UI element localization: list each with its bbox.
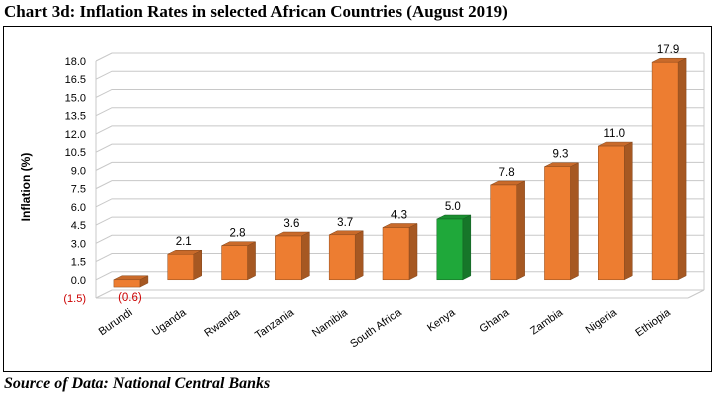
category-label: Ghana <box>477 306 512 335</box>
y-tick-label: 9.0 <box>71 165 86 177</box>
y-tick-label: 16.5 <box>65 74 86 86</box>
y-tick-label: 0.0 <box>71 275 86 287</box>
bar-front <box>275 235 302 281</box>
gridline <box>95 125 704 135</box>
y-tick-label: 6.0 <box>71 202 86 214</box>
category-label: Namibia <box>310 306 351 339</box>
chart-title: Chart 3d: Inflation Rates in selected Af… <box>4 2 508 21</box>
bar-front <box>544 166 571 281</box>
y-tick-label: (1.5) <box>63 293 86 305</box>
data-label: 3.6 <box>283 218 299 230</box>
category-label: South Africa <box>348 306 404 350</box>
bar-front <box>651 61 679 281</box>
category-label: Zambia <box>528 306 566 337</box>
bar-front <box>113 279 141 288</box>
bar-front <box>598 145 625 281</box>
data-label: 5.0 <box>445 201 461 213</box>
bar-south-africa <box>382 223 418 281</box>
y-tick-label: 4.5 <box>71 220 86 232</box>
bar-front <box>328 234 356 281</box>
gridline <box>95 289 704 299</box>
bar-burundi <box>113 275 149 288</box>
gridline <box>95 143 704 153</box>
y-tick-label: 1.5 <box>71 257 86 269</box>
bar-rwanda <box>221 241 256 281</box>
data-label: 7.8 <box>499 167 515 179</box>
bar-side <box>408 223 418 281</box>
bar-front <box>221 245 248 281</box>
category-label: Burundi <box>97 307 135 339</box>
bar-side <box>677 57 687 281</box>
bar-kenya <box>436 214 472 281</box>
y-tick-label: 10.5 <box>65 147 86 159</box>
y-tick-label: 15.0 <box>65 92 86 104</box>
bar-front <box>382 227 410 281</box>
data-label: 2.8 <box>230 228 246 240</box>
data-label: 11.0 <box>604 128 626 140</box>
gridline <box>95 88 704 98</box>
data-labels: (0.6) 2.1 2.8 3.6 3.7 4.3 5.0 7.8 9.3 11.0 17.9 <box>118 44 679 304</box>
category-labels: Burundi Uganda Rwanda Tanzania NamibiaSouth … <box>97 306 674 350</box>
bar-chart: (1.5) 0.0 1.5 3.0 4.5 6.0 7.5 9.0 10.5 12.0 13.5 15… <box>19 44 705 350</box>
category-label: Ethiopia <box>633 306 673 339</box>
chart-frame: (1.5) 0.0 1.5 3.0 4.5 6.0 7.5 9.0 10.5 12.0 13.5 15… <box>3 26 712 372</box>
source-note: Source of Data: National Central Banks <box>4 375 271 392</box>
category-label: Rwanda <box>202 306 243 339</box>
bar-side <box>624 141 633 281</box>
gridline <box>95 70 704 80</box>
data-label: 3.7 <box>337 217 353 229</box>
bar-side <box>354 230 364 281</box>
bar-side <box>570 162 579 281</box>
y-tick-label: 3.0 <box>71 238 86 250</box>
data-label: 17.9 <box>657 44 679 56</box>
gridline <box>95 107 704 117</box>
bar-ghana <box>490 180 525 281</box>
y-axis-label: Inflation (%) <box>19 153 33 222</box>
bar-front <box>490 184 517 281</box>
gridline <box>95 161 704 171</box>
category-label: Uganda <box>150 306 189 338</box>
bar-side <box>516 180 525 281</box>
bar-front <box>167 253 194 281</box>
y-tick-label: 18.0 <box>65 56 86 68</box>
bar-namibia <box>328 230 364 281</box>
y-axis-ticks: (1.5) 0.0 1.5 3.0 4.5 6.0 7.5 9.0 10.5 12.0 13.5 15… <box>63 56 86 305</box>
y-tick-label: 12.0 <box>65 129 86 141</box>
gridline <box>95 52 704 62</box>
bar-uganda <box>167 249 202 281</box>
bar-front <box>436 218 464 281</box>
category-label: Tanzania <box>253 306 297 342</box>
bar-tanzania <box>275 231 310 281</box>
bar-side <box>193 249 202 281</box>
data-label: 2.1 <box>176 236 192 248</box>
bar-side <box>301 231 310 281</box>
category-label: Nigeria <box>584 306 620 336</box>
bars <box>113 57 687 288</box>
data-label: 9.3 <box>552 149 568 161</box>
y-tick-label: 7.5 <box>71 184 86 196</box>
bar-nigeria <box>598 141 633 281</box>
bar-zambia <box>544 162 579 281</box>
data-label: (0.6) <box>118 292 142 304</box>
bar-side <box>247 241 256 281</box>
gridline <box>95 180 704 190</box>
category-label: Kenya <box>425 306 458 334</box>
gridlines <box>95 52 705 299</box>
floor-edge <box>687 289 705 299</box>
y-tick-label: 13.5 <box>65 111 86 123</box>
bar-ethiopia <box>651 57 687 281</box>
data-label: 4.3 <box>391 210 407 222</box>
bar-side <box>462 214 472 281</box>
